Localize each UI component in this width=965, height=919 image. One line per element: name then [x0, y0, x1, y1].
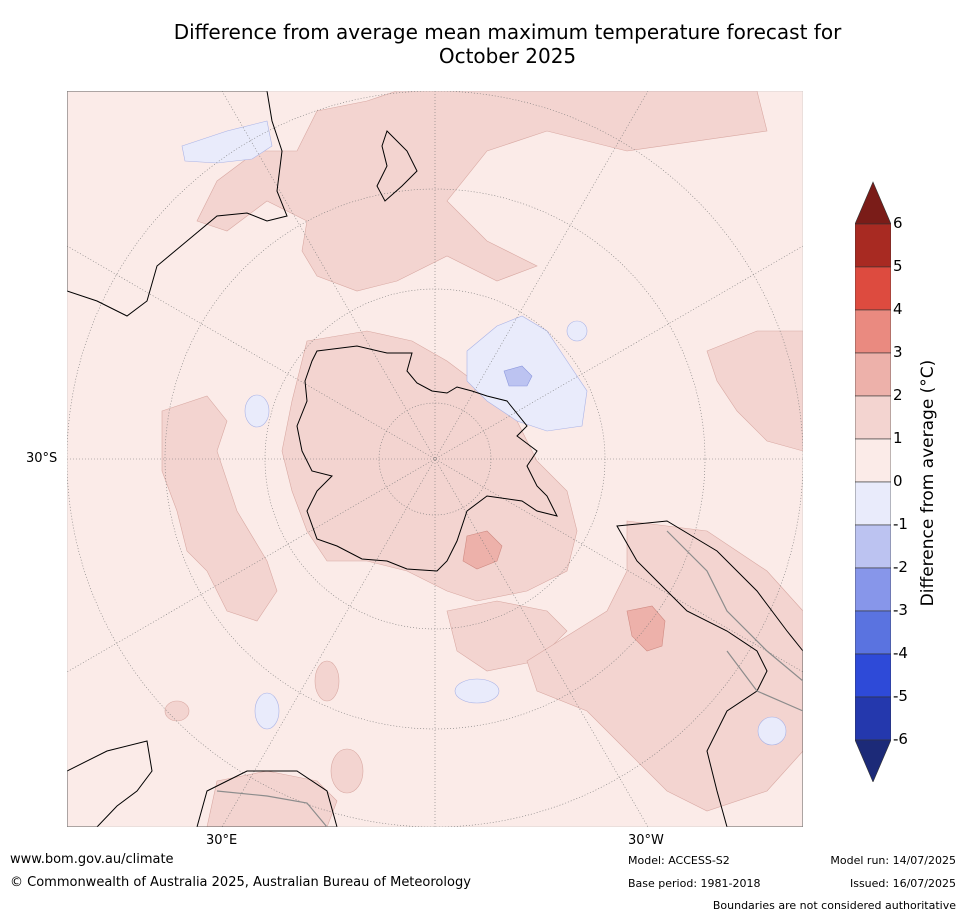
colorbar-segment: [855, 352, 891, 397]
footer-url[interactable]: www.bom.gov.au/climate: [10, 852, 174, 867]
colorbar-segment: [855, 653, 891, 698]
colorbar-segment: [855, 223, 891, 268]
lon-label-30w: 30°W: [628, 833, 664, 848]
anomaly-east-antarctica-warm: [281, 330, 578, 602]
colorbar-tick-label: 4: [893, 300, 903, 318]
anomaly-southern-ocean-band: [161, 395, 278, 622]
anomaly-patch-c: [330, 748, 364, 794]
anomaly-cool-patch-d: [757, 716, 787, 746]
anomaly-cool-patch-a: [244, 394, 270, 428]
footer-copyright: © Commonwealth of Australia 2025, Austra…: [10, 875, 471, 890]
anomaly-drake-passage-warm-core: [462, 530, 503, 570]
colorbar-tick-label: -2: [893, 558, 908, 576]
colorbar-tick-label: -4: [893, 644, 908, 662]
colorbar-segment: [855, 610, 891, 655]
anomaly-1-to-2: [161, 91, 803, 827]
colorbar-tick-label: -6: [893, 730, 908, 748]
anomaly-minus-1-to-minus-2: [503, 365, 533, 387]
anomaly-tasman-sea-cool: [181, 120, 273, 164]
anomaly-patch-a: [314, 660, 340, 702]
anomaly-patch-b: [164, 700, 190, 722]
africa-coastline: [67, 740, 153, 827]
colorbar-tick-label: 3: [893, 343, 903, 361]
colorbar-segment: [855, 438, 891, 483]
anomaly-cool-patch-b: [454, 678, 500, 704]
title-line-1: Difference from average mean maximum tem…: [173, 20, 842, 44]
colorbar-segment: [855, 309, 891, 354]
colorbar-segment: [855, 395, 891, 440]
meridian-30w: [221, 91, 649, 827]
southern-africa-coastline: [196, 770, 338, 827]
footer-model-run: Model run: 14/07/2025: [830, 854, 956, 867]
title-line-2: October 2025: [438, 44, 577, 68]
colorbar-tick-label: -5: [893, 687, 908, 705]
land: [67, 91, 803, 827]
lon-label-30e: 30°E: [206, 833, 238, 848]
colorbar-segment: [855, 266, 891, 311]
anomaly-2-to-3: [462, 530, 666, 652]
anomaly-weddell-sea-cool-core: [503, 365, 533, 387]
colorbar-segment: [855, 524, 891, 569]
footer-issued: Issued: 16/07/2025: [849, 877, 956, 890]
meridian-60e: [67, 245, 803, 673]
national-boundaries: [216, 530, 803, 827]
anomaly-south-atlantic-warm-core: [626, 605, 666, 652]
footer-base-period: Base period: 1981-2018: [628, 877, 761, 890]
graticule: [67, 91, 803, 827]
colorbar-tick-label: 1: [893, 429, 903, 447]
colorbar-segment: [855, 696, 891, 741]
south-america-coastline: [616, 520, 803, 827]
anomaly-cool-patch-c: [254, 692, 280, 730]
chart-title: Difference from average mean maximum tem…: [60, 20, 955, 68]
footer-model: Model: ACCESS-S2: [628, 854, 730, 867]
latitude-circle-30s: [164, 188, 706, 730]
boundary-south-america-1: [666, 530, 803, 682]
colorbar: [855, 181, 891, 782]
new-zealand-coastline: [376, 130, 418, 202]
footer-disclaimer: Boundaries are not considered authoritat…: [712, 899, 956, 912]
lat-label-30s: 30°S: [26, 451, 58, 466]
colorbar-tick-label: -1: [893, 515, 908, 533]
forecast-map: [67, 91, 803, 827]
antarctica-coastline: [296, 345, 558, 572]
colorbar-segment: [855, 481, 891, 526]
boundary-south-america-2: [726, 650, 803, 712]
anomaly-south-america-warm: [526, 520, 803, 812]
boundary-southern-africa: [216, 790, 328, 827]
meridian-60w: [67, 245, 803, 673]
meridian-30e: [221, 91, 649, 827]
australia-coastline: [67, 91, 288, 317]
anomaly-atlantic-east: [706, 330, 803, 452]
colorbar-arrow-above: [855, 181, 891, 225]
colorbar-tick-label: 0: [893, 472, 903, 490]
colorbar-tick-label: 2: [893, 386, 903, 404]
colorbar-tick-label: 6: [893, 214, 903, 232]
colorbar-segment: [855, 567, 891, 612]
anomaly-cool-patch-e: [566, 320, 588, 342]
colorbar-tick-label: 5: [893, 257, 903, 275]
colorbar-title: Difference from average (°C): [918, 359, 938, 607]
colorbar-tick-label: -3: [893, 601, 908, 619]
colorbar-arrow-below: [855, 739, 891, 782]
